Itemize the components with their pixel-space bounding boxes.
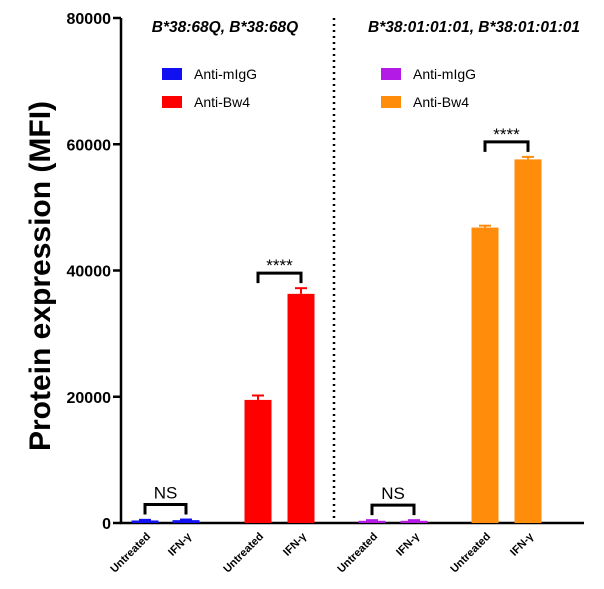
legend-swatch: [381, 96, 401, 108]
panel-title: B*38:01:01:01, B*38:01:01:01: [368, 19, 580, 36]
significance-bracket: [143, 503, 188, 515]
x-tick-label: IFN-γ: [166, 530, 195, 559]
bar: [471, 227, 499, 523]
y-tick-label: 20000: [67, 390, 112, 407]
bar: [172, 520, 200, 523]
bar: [131, 520, 159, 523]
significance-label: NS: [381, 484, 405, 503]
y-tick-label: 0: [102, 516, 111, 533]
y-axis-label: Protein expression (MFI): [24, 101, 57, 451]
significance-bracket: [370, 503, 416, 516]
legend-swatch: [162, 68, 182, 80]
x-tick-label: IFN-γ: [394, 530, 423, 559]
x-tick-label: Untreated: [335, 531, 380, 576]
x-tick-label: Untreated: [448, 531, 493, 576]
significance-bracket: [483, 140, 530, 152]
bar: [358, 520, 386, 523]
x-tick-label: IFN-γ: [508, 530, 537, 559]
legend-swatch: [162, 96, 182, 108]
bar: [244, 399, 272, 523]
legend-label: Anti-mIgG: [194, 66, 257, 82]
legend-swatch: [381, 68, 401, 80]
legend-label: Anti-Bw4: [413, 94, 469, 110]
significance-label: ****: [493, 125, 520, 144]
y-tick-label: 40000: [67, 264, 112, 281]
bar: [287, 293, 315, 523]
significance-label: NS: [154, 484, 178, 503]
x-tick-label: Untreated: [221, 531, 266, 576]
bar: [400, 520, 428, 523]
y-tick-label: 60000: [67, 137, 112, 154]
bar: [514, 159, 542, 523]
legend-label: Anti-Bw4: [194, 94, 250, 110]
x-tick-label: Untreated: [108, 531, 153, 576]
legend-label: Anti-mIgG: [413, 66, 476, 82]
significance-bracket: [256, 271, 303, 284]
panel-title: B*38:68Q, B*38:68Q: [152, 19, 298, 36]
y-tick-label: 80000: [67, 11, 112, 28]
significance-label: ****: [266, 256, 293, 275]
x-tick-label: IFN-γ: [281, 530, 310, 559]
